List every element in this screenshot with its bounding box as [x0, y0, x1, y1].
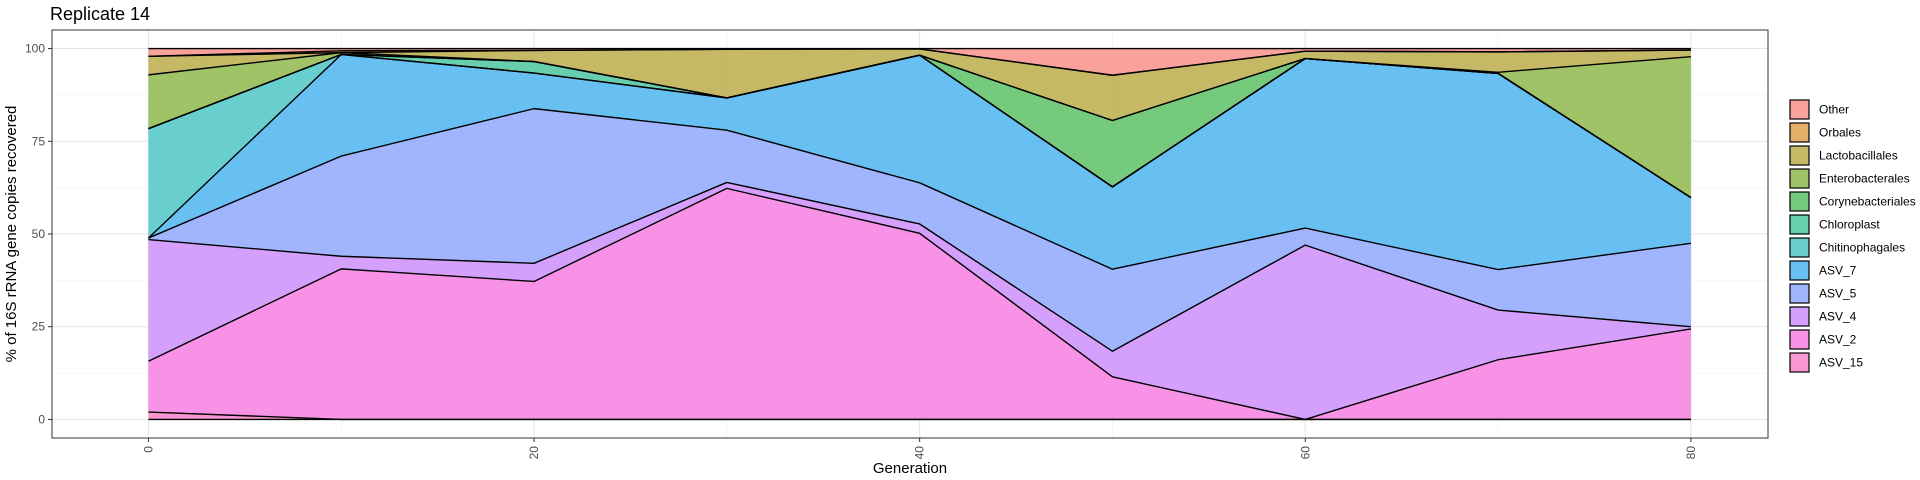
- series-boundary-line: [148, 187, 1691, 421]
- legend-label-asv-2: ASV_2: [1819, 333, 1857, 347]
- area-chitinophagales: [148, 54, 1691, 239]
- x-tick-label: 40: [913, 446, 927, 460]
- legend-key-orbales: [1789, 122, 1810, 143]
- series-boundary-line: [148, 107, 1691, 271]
- legend-label-orbales: Orbales: [1819, 126, 1861, 140]
- legend-key-asv-4: [1789, 306, 1810, 327]
- area-asv-15: [148, 412, 1691, 420]
- legend-key-lactobacillales: [1789, 145, 1810, 166]
- y-tick-label: 50: [32, 227, 46, 241]
- x-axis-title: Generation: [873, 460, 947, 477]
- x-tick-label: 20: [527, 446, 541, 460]
- legend-label-lactobacillales: Lactobacillales: [1819, 149, 1898, 163]
- legend-label-asv-5: ASV_5: [1819, 287, 1857, 301]
- legend-label-asv-15: ASV_15: [1819, 356, 1863, 370]
- series-boundary-line: [148, 51, 1691, 122]
- y-tick-label: 25: [32, 320, 46, 334]
- y-tick-label: 100: [25, 42, 45, 56]
- legend-key-asv-5: [1789, 283, 1810, 304]
- area-asv-4: [148, 182, 1691, 420]
- legend-label-chitinophagales: Chitinophagales: [1819, 241, 1905, 255]
- legend-key-asv-7: [1789, 260, 1810, 281]
- legend-label-enterobacterales: Enterobacterales: [1819, 172, 1910, 186]
- y-tick-label: 0: [38, 412, 45, 426]
- legend-key-other: [1789, 99, 1810, 120]
- area-asv-2: [148, 188, 1691, 420]
- series-boundary-line: [148, 411, 1691, 421]
- legend-label-other: Other: [1819, 103, 1849, 117]
- series-boundary-line: [148, 181, 1691, 352]
- legend-key-asv-15: [1789, 352, 1810, 373]
- boundary-lines: [147, 47, 1692, 421]
- legend-label-chloroplast: Chloroplast: [1819, 218, 1880, 232]
- legend-label-corynebacteriales: Corynebacteriales: [1819, 195, 1916, 209]
- legend: Other Orbales Lactobacillales Enterobactera…: [1789, 99, 1916, 373]
- legend-key-asv-2: [1789, 329, 1810, 350]
- legend-key-chloroplast: [1789, 214, 1810, 235]
- legend-key-chitinophagales: [1789, 237, 1810, 258]
- legend-label-asv-4: ASV_4: [1819, 310, 1857, 324]
- chart-title: Replicate 14: [50, 4, 150, 24]
- y-tick-label: 75: [32, 134, 46, 148]
- legend-key-corynebacteriales: [1789, 191, 1810, 212]
- area-lactobacillales: [148, 48, 1691, 121]
- axes: 0 25 50 75 100 0 20 40 60 80: [25, 42, 1698, 460]
- legend-label-asv-7: ASV_7: [1819, 264, 1857, 278]
- x-tick-label: 80: [1684, 446, 1698, 460]
- x-tick-label: 60: [1298, 446, 1312, 460]
- y-axis-title: % of 16S rRNA gene copies recovered: [3, 106, 20, 363]
- x-tick-label: 0: [141, 446, 155, 453]
- area-enterobacterales: [148, 52, 1691, 198]
- area-asv-5: [148, 108, 1691, 352]
- legend-key-enterobacterales: [1789, 168, 1810, 189]
